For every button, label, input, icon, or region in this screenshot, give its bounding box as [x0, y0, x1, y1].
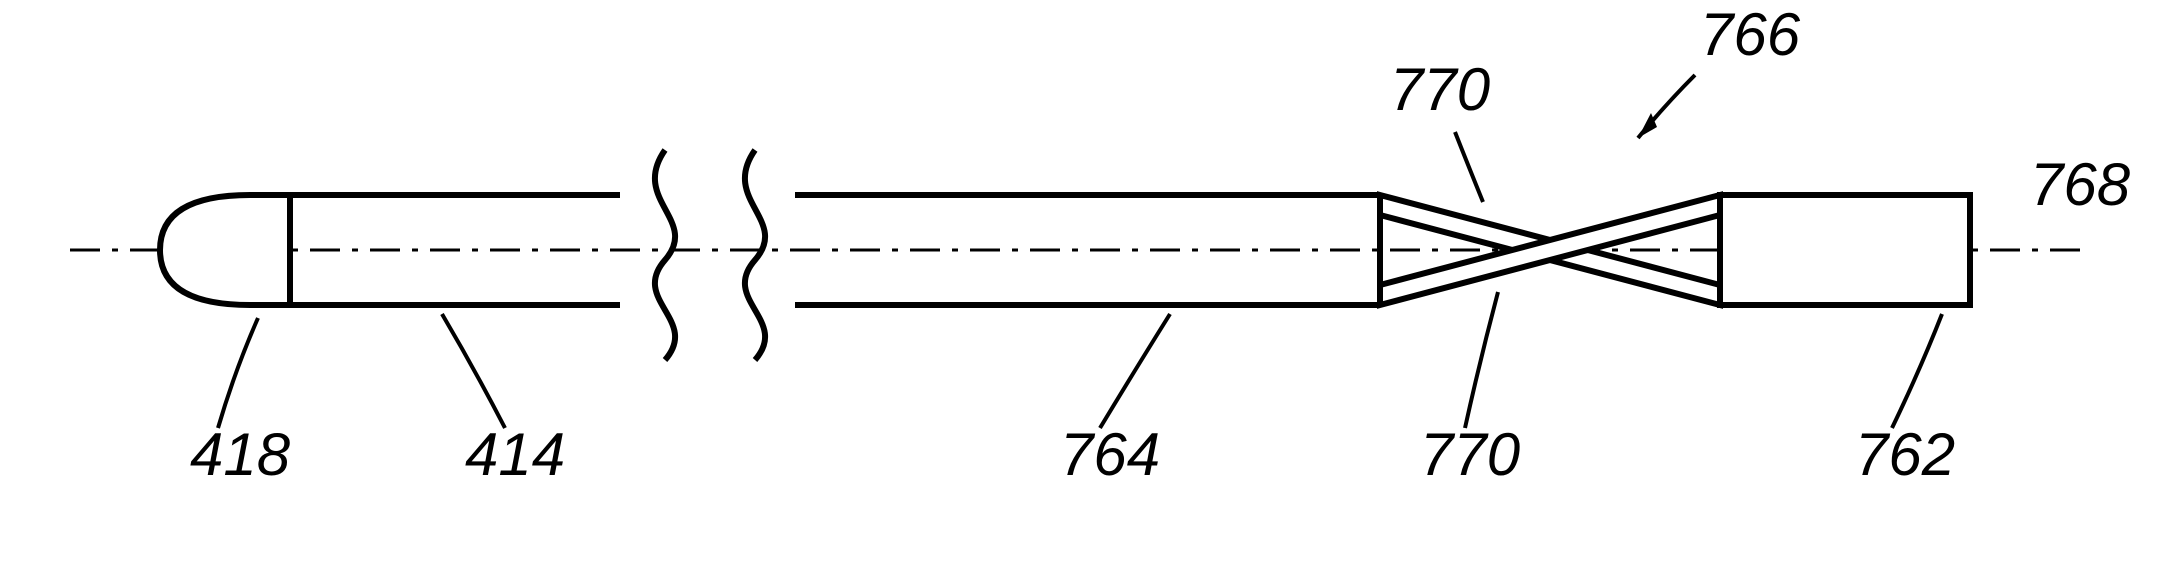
- label-770-bottom: 770: [1420, 420, 1520, 489]
- leader-414: [442, 314, 505, 428]
- label-766: 766: [1700, 0, 1800, 69]
- leader-762: [1892, 314, 1942, 428]
- label-414: 414: [465, 420, 565, 489]
- end-block: [1720, 195, 1970, 305]
- break-mark-left: [655, 150, 675, 360]
- leader-418: [218, 318, 258, 428]
- label-762: 762: [1855, 420, 1955, 489]
- leader-770-top: [1455, 132, 1483, 202]
- label-764: 764: [1060, 420, 1160, 489]
- label-418: 418: [190, 420, 290, 489]
- leader-764: [1100, 314, 1170, 428]
- label-770-top: 770: [1390, 55, 1490, 124]
- nose-tip: [160, 195, 290, 305]
- leader-770-bottom: [1465, 292, 1498, 428]
- label-768: 768: [2030, 150, 2130, 219]
- break-mark-right: [745, 150, 765, 360]
